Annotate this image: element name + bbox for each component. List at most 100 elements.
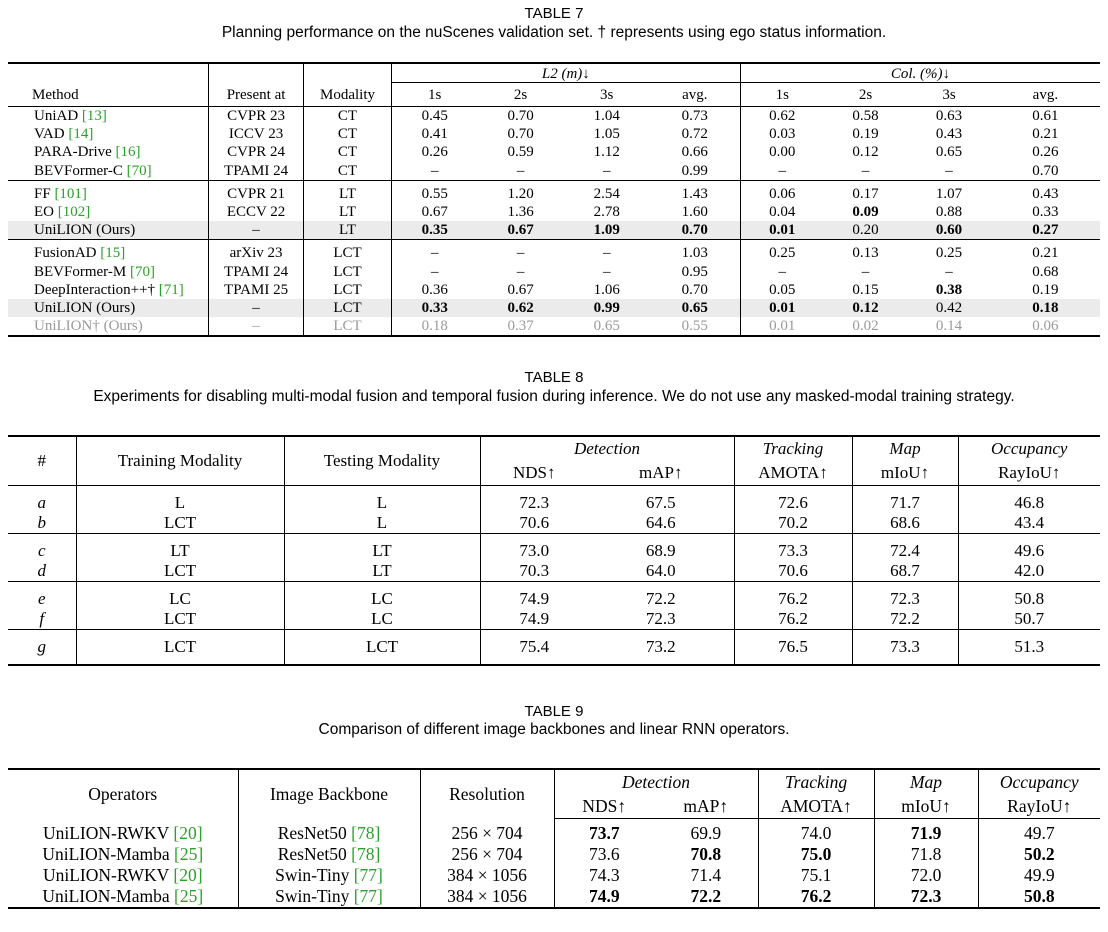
t7-head-col-avg: avg. bbox=[990, 84, 1100, 107]
t9-operator-citation-link[interactable]: [25] bbox=[174, 844, 204, 864]
t7-head-l2-2s: 2s bbox=[477, 84, 564, 107]
t7-method: FF [101] bbox=[8, 184, 209, 203]
t9-operator-text: UniLION-RWKV bbox=[42, 865, 174, 885]
t7-value: 1.06 bbox=[593, 281, 620, 298]
t9-map: 72.2 bbox=[654, 886, 759, 909]
t7-citation-link[interactable]: [70] bbox=[129, 263, 155, 280]
t8-nds: 70.6 bbox=[519, 513, 550, 532]
t7-method: PARA-Drive [16] bbox=[8, 143, 209, 162]
t7-value: 0.25 bbox=[935, 245, 963, 262]
t7-modality: LT bbox=[303, 202, 392, 222]
t7-citation-link[interactable]: [70] bbox=[126, 162, 152, 179]
t7-method-text: BEVFormer-C bbox=[34, 162, 127, 179]
t8-rayiou: 42.0 bbox=[1014, 561, 1045, 580]
t8-head-occupancy: Occupancy bbox=[958, 435, 1100, 461]
t9-map: 70.8 bbox=[654, 844, 759, 865]
table-row: UniLION-Mamba [25] ResNet50 [78] 256 × 704… bbox=[8, 844, 1100, 865]
t8-training-modality: LC bbox=[76, 589, 285, 609]
t7-group-l2: L2 (m)↓ bbox=[391, 62, 741, 84]
t7-value: 0.00 bbox=[769, 144, 796, 161]
t7-citation-link[interactable]: [102] bbox=[57, 204, 91, 221]
t7-present-at: ICCV 23 bbox=[208, 125, 305, 144]
t7-value: 0.88 bbox=[935, 204, 963, 221]
t9-miou: 72.3 bbox=[874, 886, 979, 909]
t9-backbone-citation-link[interactable]: [77] bbox=[353, 886, 383, 906]
t7-value: 1.03 bbox=[649, 244, 741, 263]
t7-citation-link[interactable]: [101] bbox=[54, 185, 87, 202]
t7-method: UniLION (Ours) bbox=[8, 221, 209, 240]
table-row: e LC LC 74.9 72.2 76.2 72.3 50.8 bbox=[8, 589, 1100, 609]
t7-method: EO [102] bbox=[8, 202, 209, 222]
t7-value: 0.45 bbox=[421, 108, 448, 125]
t9-head-tracking: Tracking bbox=[758, 768, 875, 794]
t9-operator-text: UniLION-Mamba bbox=[42, 886, 175, 906]
t9-operator-citation-link[interactable]: [25] bbox=[174, 886, 204, 906]
t8-rayiou: 43.4 bbox=[1014, 513, 1045, 532]
t7-value: 0.72 bbox=[649, 125, 741, 144]
t8-map: 72.3 bbox=[588, 609, 735, 630]
t7-value: 0.67 bbox=[507, 281, 534, 298]
table-row: c LT LT 73.0 68.9 73.3 72.4 49.6 bbox=[8, 541, 1100, 561]
t7-method-text: UniLION† (Ours) bbox=[34, 318, 143, 335]
t9-head-detection: Detection bbox=[554, 768, 759, 794]
t7-method: UniLION (Ours) bbox=[8, 298, 209, 318]
t9-nds: 74.3 bbox=[588, 865, 620, 885]
t7-value: 0.01 bbox=[740, 317, 824, 338]
t8-miou: 72.2 bbox=[852, 609, 959, 630]
t7-value: 0.12 bbox=[823, 298, 908, 318]
t7-modality: LT bbox=[303, 221, 392, 240]
t8-head-map-ap: mAP↑ bbox=[588, 461, 735, 486]
t9-backbone-citation-link[interactable]: [78] bbox=[351, 844, 381, 864]
t7-citation-link[interactable]: [14] bbox=[68, 126, 94, 143]
t8-map: 72.2 bbox=[588, 589, 735, 609]
t7-value: 0.70 bbox=[649, 221, 741, 240]
table-row: f LCT LC 74.9 72.3 76.2 72.2 50.7 bbox=[8, 609, 1100, 630]
t7-value: – bbox=[602, 162, 611, 179]
t7-value: – bbox=[945, 162, 953, 179]
t8-head-detection: Detection bbox=[480, 435, 735, 461]
t7-value: 0.37 bbox=[477, 317, 564, 338]
t9-backbone-text: ResNet50 bbox=[277, 844, 352, 864]
t7-method-text: BEVFormer-M bbox=[34, 263, 130, 280]
t7-value: 0.63 bbox=[935, 108, 963, 125]
t8-training-modality: L bbox=[76, 493, 285, 513]
t7-citation-link[interactable]: [15] bbox=[100, 245, 126, 262]
t9-amota: 75.1 bbox=[758, 865, 875, 886]
t7-head-col-3s: 3s bbox=[907, 84, 991, 107]
t7-citation-link[interactable]: [16] bbox=[115, 144, 141, 161]
t9-resolution: 384 × 1056 bbox=[420, 865, 555, 886]
t7-citation-link[interactable]: [13] bbox=[81, 108, 107, 125]
t7-present-at: TPAMI 25 bbox=[208, 280, 305, 299]
t8-amota: 76.2 bbox=[734, 589, 853, 609]
t7-citation-link[interactable]: [71] bbox=[158, 281, 184, 298]
table9-title: TABLE 9 bbox=[524, 703, 584, 720]
t7-value: 0.18 bbox=[391, 317, 478, 338]
table-row: EO [102] ECCV 22 LT 0.67 1.36 2.78 1.60 0.04 0.0… bbox=[8, 202, 1100, 222]
t8-nds: 74.9 bbox=[519, 589, 550, 608]
t9-backbone-citation-link[interactable]: [78] bbox=[351, 823, 381, 843]
t7-value: 0.36 bbox=[421, 281, 448, 298]
t9-operator-citation-link[interactable]: [20] bbox=[173, 823, 203, 843]
t7-value: 0.21 bbox=[1032, 245, 1059, 262]
t7-modality: LCT bbox=[303, 317, 392, 338]
t8-map: 73.2 bbox=[588, 637, 735, 657]
t7-value: 0.67 bbox=[477, 221, 564, 240]
t7-value: – bbox=[430, 245, 439, 262]
t7-value: 0.99 bbox=[649, 161, 741, 181]
t9-backbone-citation-link[interactable]: [77] bbox=[353, 865, 383, 885]
t7-modality: CT bbox=[303, 125, 392, 144]
t7-value: 0.19 bbox=[1032, 281, 1059, 298]
t7-value: 0.43 bbox=[1032, 185, 1059, 202]
t8-row-id: c bbox=[8, 541, 77, 561]
t7-present-at: arXiv 23 bbox=[208, 244, 305, 263]
t9-operator-citation-link[interactable]: [20] bbox=[173, 865, 203, 885]
t9-rayiou: 50.8 bbox=[978, 886, 1100, 909]
t7-method-text: FusionAD bbox=[34, 245, 101, 262]
t9-rayiou: 50.2 bbox=[1023, 844, 1055, 864]
t9-backbone-text: Swin-Tiny bbox=[275, 886, 354, 906]
t7-method-text: FF bbox=[34, 185, 55, 202]
t9-head-rayiou: RayIoU↑ bbox=[978, 794, 1100, 819]
table-row: FusionAD [15] arXiv 23 LCT – – –1.03 0.25 0.13 0… bbox=[8, 244, 1100, 263]
t7-value: 0.02 bbox=[823, 317, 908, 338]
t8-head-miou: mIoU↑ bbox=[852, 461, 959, 486]
